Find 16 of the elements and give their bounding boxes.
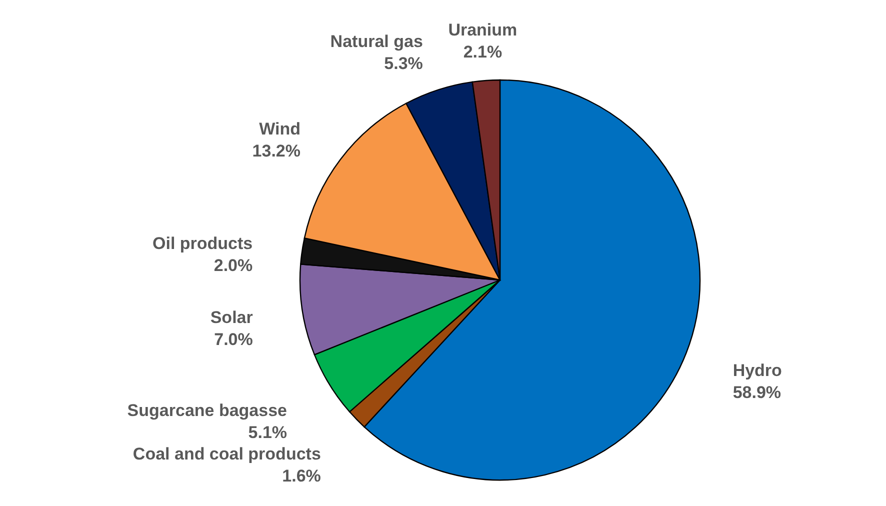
slice-label: Wind [259,119,300,138]
slice-label: Sugarcane bagasse [127,400,288,420]
slice-label: Solar [210,308,254,327]
data-label: 13.2% [252,141,300,160]
slice-label: Natural gas [330,32,423,52]
data-label: 5.1% [248,422,288,442]
data-label: 58.9% [732,383,782,402]
data-label: 1.6% [282,466,321,486]
slice-label: Uranium [448,20,518,40]
slice-label: Coal and coal products [132,444,321,464]
data-label: 5.3% [384,54,423,74]
data-label: 7.0% [214,330,253,349]
slice-label: Oil products [152,234,253,253]
data-label: 2.1% [463,42,502,62]
slice-label: Hydro [732,361,782,380]
data-label: 2.0% [214,256,253,275]
